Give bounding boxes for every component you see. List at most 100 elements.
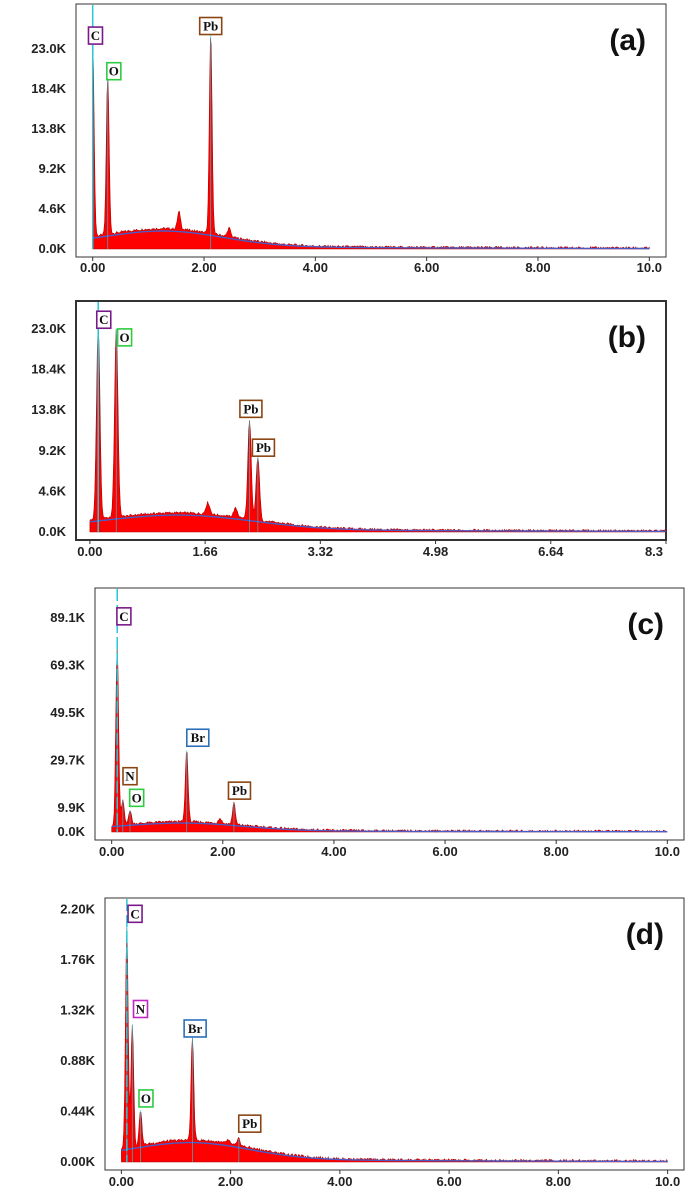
peak-label-pb: Pb [227,781,252,800]
peak-label-box [138,1089,154,1108]
panel-label: (a) [609,24,646,57]
x-tick-label: 6.00 [436,1174,461,1189]
peak-label-box [185,728,210,748]
peak-label-text: Br [188,1021,203,1036]
peak-label-text: O [132,790,142,805]
peak-label-pb: Pb [251,438,276,457]
y-tick-label: 1.32K [60,1003,95,1018]
peak-label-text: O [120,330,130,345]
plot-frame [75,300,667,541]
peak-label-o: O [128,788,145,808]
x-tick-label: 3.32 [308,544,333,559]
x-tick-label: 4.98 [423,544,448,559]
peak-label-br: Br [185,728,210,748]
peak-label-text: C [119,609,128,624]
peak-label-box [106,61,122,81]
x-tick-label: 8.00 [525,260,550,275]
peak-label-text: O [141,1091,151,1106]
y-tick-label: 0.88K [60,1053,95,1068]
peak-label-box [239,399,263,419]
peak-label-text: C [130,906,139,921]
peak-label-text: Pb [232,783,247,798]
x-tick-label: 0.00 [77,544,102,559]
peak-label-box [227,781,252,800]
peak-label-n: N [122,766,138,786]
x-tick-label: 4.00 [321,844,346,859]
peak-label-box [87,26,104,45]
peak-label-box [132,999,149,1019]
x-tick-label: 10.0 [655,1174,680,1189]
peak-label-pb: Pb [239,399,263,419]
plot-frame [94,587,685,841]
peak-label-box [251,438,276,457]
peak-label-text: C [91,28,100,43]
peak-label-n: N [132,999,149,1019]
y-tick-label: 9.2K [39,443,67,458]
peak-label-box [183,1019,207,1038]
background-fit-line [111,822,668,833]
peak-label-o: O [106,61,122,81]
peak-label-text: Pb [242,1116,257,1131]
background-fit-line [121,1141,668,1163]
peak-label-c: C [116,607,132,626]
x-tick-label: 0.00 [80,260,105,275]
peak-label-box [128,788,145,808]
y-tick-label: 18.4K [31,81,66,96]
plot-frame [75,3,667,258]
peak-label-box [95,310,112,330]
y-tick-label: 29.7K [50,753,85,768]
x-tick-label: 6.00 [414,260,439,275]
peak-label-br: Br [183,1019,207,1038]
peak-label-text: N [136,1001,146,1016]
x-tick-label: 8.00 [546,1174,571,1189]
peak-label-text: O [109,64,119,79]
x-tick-label: 0.00 [99,844,124,859]
y-tick-label: 4.6K [39,483,67,498]
peak-label-c: C [127,904,143,924]
panel-label: (c) [627,608,664,641]
background-fit-line [92,230,650,250]
y-tick-label: 23.0K [31,41,66,56]
peak-label-box [237,1114,262,1133]
panel-label: (b) [608,321,646,354]
peak-label-o: O [116,328,133,347]
panel-label: (d) [626,918,664,951]
x-tick-label: 6.00 [432,844,457,859]
y-tick-label: 0.0K [39,241,67,256]
peak-label-box [122,766,138,786]
y-tick-label: 0.0K [58,824,86,839]
peak-label-text: Pb [243,401,258,416]
y-tick-label: 0.0K [39,524,67,539]
x-tick-label: 8.3 [645,544,663,559]
x-tick-label: 0.00 [109,1174,134,1189]
eds-panel-a: C O Pb (a) 23.0K 18.4K 13.8K 9.2K 4.6K 0.0K 0.00 2.… [31,3,667,275]
peak-label-box [127,904,143,924]
peak-label-o: O [138,1089,154,1108]
x-tick-label: 10.0 [655,844,680,859]
y-tick-label: 0.44K [60,1104,95,1119]
y-tick-label: 1.76K [60,952,95,967]
x-tick-label: 10.0 [637,260,662,275]
y-tick-label: 13.8K [31,402,66,417]
y-tick-label: 18.4K [31,362,66,377]
eds-panel-b: CO Pb Pb (b) 23.0K 18.4K 13.8K 9.2K 4.6K 0.0K 0.00… [31,300,667,559]
peak-label-pb: Pb [198,16,223,36]
y-tick-label: 13.8K [31,121,66,136]
x-tick-label: 8.00 [544,844,569,859]
y-tick-label: 9.2K [39,161,67,176]
y-tick-label: 4.6K [39,201,67,216]
background-fit-line [89,514,666,532]
y-tick-label: 2.20K [60,902,95,917]
x-tick-label: 4.00 [327,1174,352,1189]
x-tick-label: 6.64 [538,544,564,559]
peak-label-box [198,16,223,36]
y-tick-label: 9.9K [58,800,86,815]
peak-label-text: C [99,312,108,327]
x-tick-label: 4.00 [303,260,328,275]
peak-label-text: Br [191,730,206,745]
y-tick-label: 69.3K [50,657,85,672]
x-tick-label: 2.00 [210,844,235,859]
peak-label-c: C [87,26,104,45]
peak-label-c: C [95,310,112,330]
